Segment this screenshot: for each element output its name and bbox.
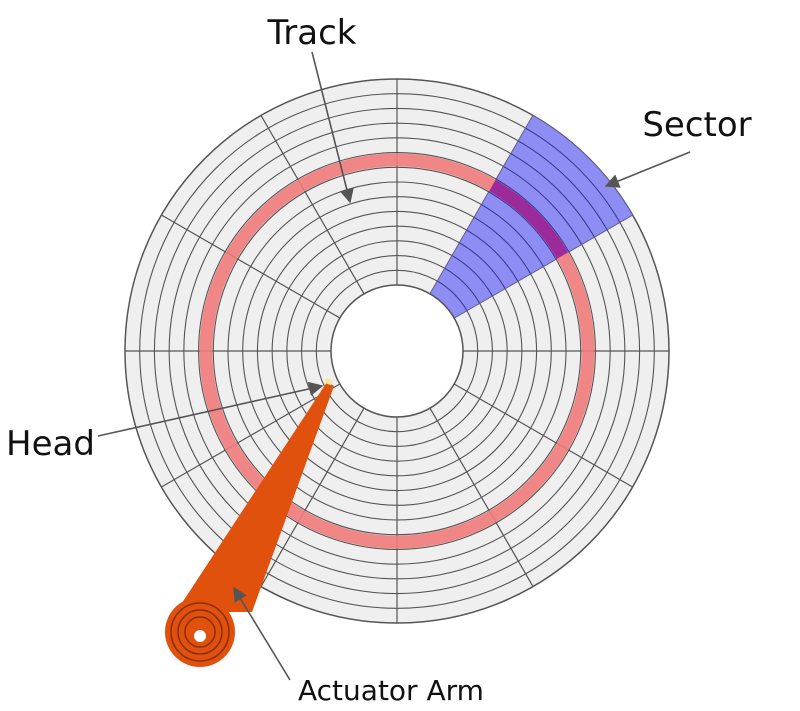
sector-boundary: [260, 407, 365, 587]
head-label: Head: [6, 424, 95, 464]
actuator-arm-arrow: [233, 586, 291, 681]
track-sector-overlap: [489, 179, 569, 259]
sector-track-line: [518, 140, 608, 230]
sector-track-line: [459, 242, 506, 289]
sector-track-line: [451, 255, 493, 297]
pivot-ring-2: [177, 609, 223, 655]
sector-boundary: [429, 407, 534, 587]
sector-track-line: [481, 204, 544, 267]
sector-boundary: [260, 115, 365, 295]
sector-track-lines: [437, 127, 621, 311]
sector-track-line: [525, 127, 621, 223]
sector-track-line: [473, 216, 532, 275]
sector-track-line: [488, 191, 557, 260]
track-arrow: [311, 51, 354, 204]
sector-track-line: [437, 280, 468, 311]
read-write-head: [324, 378, 333, 386]
arm-body: [176, 382, 334, 612]
actuator-arm: [165, 378, 334, 667]
pivot-ring-1: [170, 602, 230, 662]
sector-track-line: [503, 165, 583, 245]
track-label: Track: [267, 13, 357, 53]
head-arrow: [97, 381, 324, 437]
sector-track-line: [510, 153, 595, 238]
sector-arrow: [604, 151, 691, 188]
sector-boundary: [453, 383, 633, 488]
sector-track-line: [466, 229, 519, 282]
pivot-ring-3: [184, 616, 216, 648]
pivot-hole: [194, 630, 206, 642]
sector-boundary: [161, 383, 341, 488]
sector-track-line: [444, 267, 481, 304]
sector-track-line: [495, 178, 570, 253]
sector-label: Sector: [642, 105, 751, 145]
highlighted-track: [199, 153, 595, 549]
sector-boundary: [161, 214, 341, 319]
spindle-hole: [330, 284, 464, 418]
highlighted-sector: [397, 115, 633, 351]
actuator-arm-label: Actuator Arm: [298, 674, 484, 707]
